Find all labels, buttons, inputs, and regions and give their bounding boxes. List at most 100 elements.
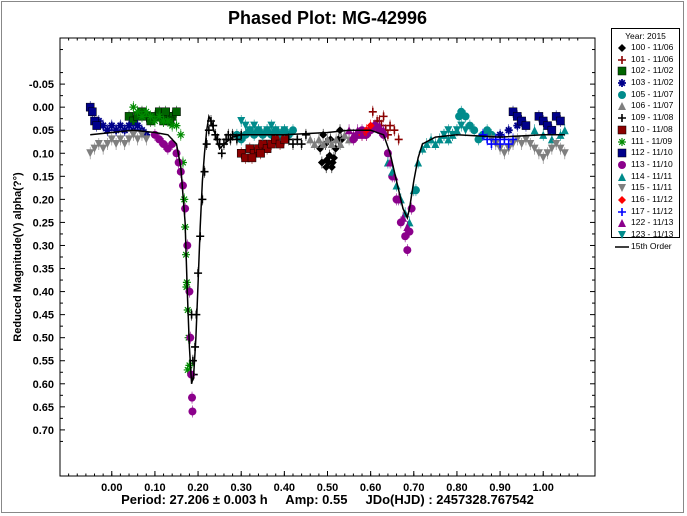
y-tick-label: 0.65 [33, 402, 54, 414]
y-tick-label: 0.70 [33, 425, 54, 437]
data-point [232, 135, 241, 144]
data-point [470, 126, 479, 135]
data-point [181, 204, 190, 213]
data-point [508, 107, 518, 117]
data-point [129, 130, 138, 139]
legend-entry: 112 - 11/10 [612, 147, 679, 159]
data-point [534, 149, 543, 158]
data-point [375, 121, 384, 130]
legend-label: 100 - 11/06 [631, 42, 674, 52]
data-point [256, 149, 265, 158]
legend-entry: 15th Order [612, 241, 679, 253]
data-point [452, 126, 461, 135]
data-point [142, 135, 151, 144]
y-tick-label: 0.05 [33, 125, 54, 137]
series-group [306, 128, 354, 151]
legend-label: 101 - 11/06 [631, 53, 674, 64]
x-tick-label: 1.00 [533, 482, 554, 494]
data-point [390, 126, 399, 135]
x-tick-label: 0.70 [403, 482, 424, 494]
legend-entry: 110 - 11/08 [612, 124, 679, 136]
data-point [487, 140, 496, 149]
data-point [237, 116, 246, 125]
legend-label: 117 - 11/12 [631, 205, 673, 216]
data-point [183, 365, 192, 374]
y-tick-label: 0.00 [33, 102, 54, 114]
data-point [379, 126, 388, 135]
legend-marker [618, 79, 626, 88]
legend-label: 15th Order [631, 240, 672, 251]
data-point [247, 153, 257, 163]
data-point [176, 130, 185, 139]
x-tick-label: 0.60 [360, 482, 381, 494]
y-tick-label: 0.10 [33, 148, 54, 160]
x-tick-label: 0.80 [446, 482, 467, 494]
data-point [142, 107, 151, 116]
data-point [534, 112, 544, 121]
data-point [185, 361, 194, 370]
data-point [88, 107, 97, 117]
data-point [328, 158, 337, 167]
legend-entry: 113 - 11/10 [612, 159, 679, 171]
data-point [161, 107, 170, 117]
data-point [439, 130, 448, 139]
data-point [86, 149, 95, 158]
data-point [403, 246, 412, 255]
legend-label: 112 - 11/10 [631, 147, 673, 158]
legend: Year: 2015 100 - 11/06 101 - 11/06 102 - 1… [611, 28, 680, 251]
legend-label: 109 - 11/08 [631, 112, 674, 123]
data-point [556, 116, 565, 126]
data-point [116, 135, 125, 144]
legend-marker [618, 172, 626, 181]
data-point [103, 126, 112, 135]
y-tick-label: 0.35 [33, 264, 54, 276]
data-point [217, 149, 226, 158]
fit-curve [90, 113, 565, 384]
legend-label: 110 - 11/08 [631, 123, 673, 134]
legend-label: 111 - 11/09 [631, 135, 673, 146]
data-point [186, 333, 195, 342]
data-point [547, 144, 556, 153]
data-point [280, 126, 289, 135]
data-point [155, 112, 164, 121]
data-point [263, 126, 272, 135]
legend-label: 116 - 11/12 [631, 193, 673, 204]
data-point [163, 116, 172, 125]
data-point [543, 149, 552, 158]
data-point [120, 126, 129, 135]
series-group [345, 119, 412, 234]
legend-swatch [615, 245, 629, 248]
data-point [513, 121, 522, 130]
legend-entry: 116 - 11/12 [612, 194, 679, 206]
data-point [236, 149, 246, 158]
legend-swatch [617, 67, 627, 76]
legend-marker [617, 67, 627, 76]
data-point [301, 130, 310, 139]
legend-label: 113 - 11/10 [631, 158, 673, 169]
chart-title: Phased Plot: MG-42996 [227, 8, 428, 28]
data-point [92, 121, 101, 130]
data-point [323, 135, 332, 144]
data-point [538, 116, 548, 126]
data-point [125, 121, 134, 130]
legend-title: Year: 2015 [625, 31, 666, 41]
data-point [90, 144, 99, 153]
legend-marker [618, 114, 626, 123]
data-point [530, 126, 539, 135]
y-tick-label: 0.25 [33, 217, 54, 229]
data-point [455, 112, 464, 121]
data-point [399, 213, 408, 222]
data-point [293, 135, 302, 144]
data-point [560, 126, 569, 135]
data-point [322, 163, 331, 172]
data-point [107, 135, 116, 144]
data-point [422, 140, 431, 149]
legend-swatch [618, 55, 626, 64]
data-point [267, 121, 276, 130]
x-tick-label: 0.90 [489, 482, 510, 494]
data-point [267, 139, 276, 149]
legend-marker [618, 207, 626, 216]
y-tick-label: 0.20 [33, 194, 54, 206]
